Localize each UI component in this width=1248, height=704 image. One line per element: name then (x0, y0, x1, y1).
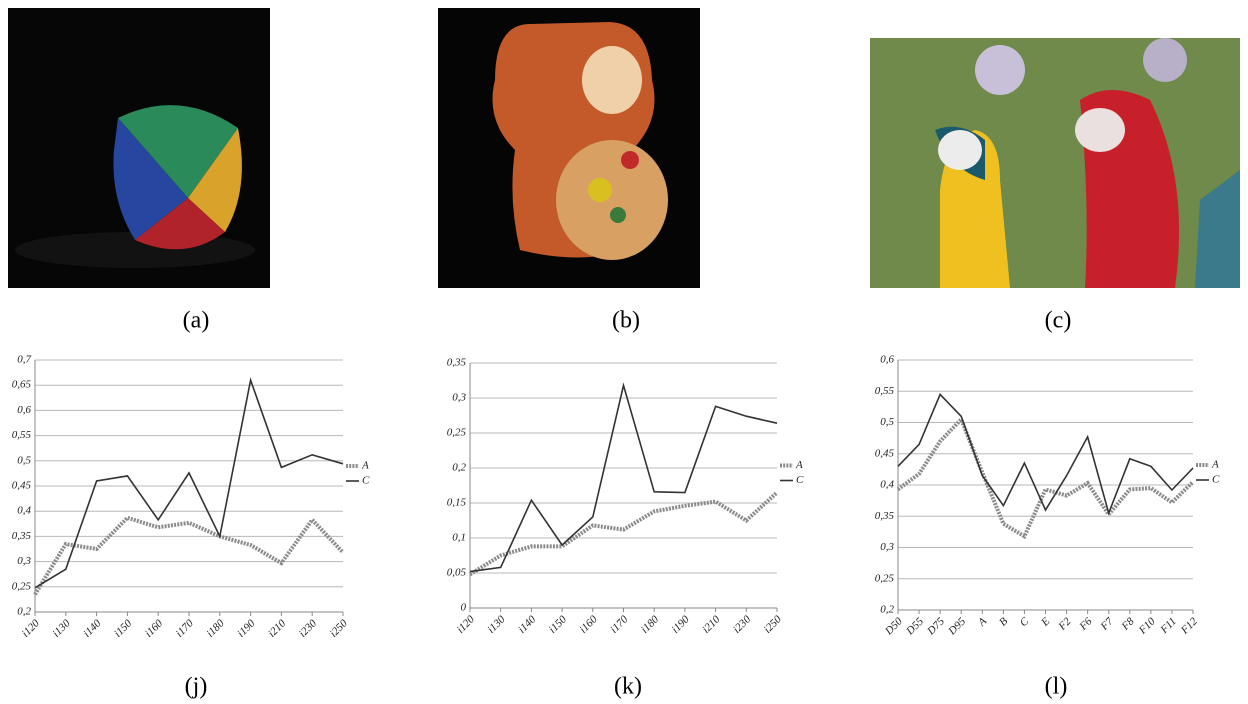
x-tick-label: F2 (1056, 615, 1074, 633)
x-tick-label: B (997, 615, 1010, 628)
x-tick-label: i120 (20, 617, 43, 640)
y-tick-label: 0,55 (12, 429, 32, 441)
x-tick-label: D95 (946, 615, 969, 638)
series-line (468, 491, 779, 577)
legend-label: C (362, 475, 370, 487)
y-tick-label: 0,5 (880, 416, 894, 428)
x-tick-label: C (1018, 615, 1032, 629)
y-tick-label: 0,35 (12, 530, 32, 542)
legend-label: C (1212, 474, 1220, 486)
x-tick-label: i250 (328, 617, 351, 640)
y-tick-label: 0,3 (17, 555, 31, 567)
series-line (469, 382, 778, 573)
x-tick-label: F6 (1077, 615, 1095, 633)
y-tick-label: 0,2 (17, 606, 31, 618)
y-tick-label: 0,1 (452, 532, 466, 544)
x-tick-label: i190 (235, 617, 258, 640)
y-tick-label: 0,5 (17, 454, 31, 466)
y-tick-label: 0,7 (17, 354, 31, 366)
y-tick-label: 0,35 (875, 510, 895, 522)
y-tick-label: 0,3 (452, 392, 466, 404)
chart: 0 0,05 0,1 0,15 0,2 0,25 0,3 0,35 i120 i130 i140 i1… (447, 357, 804, 700)
x-tick-label: E (1038, 615, 1052, 629)
x-tick-label: i150 (112, 617, 135, 640)
x-tick-label: D55 (903, 615, 926, 638)
x-tick-label: i150 (547, 613, 570, 636)
y-tick-label: 0,4 (17, 505, 31, 517)
photo-b (438, 8, 700, 288)
y-tick-label: 0,2 (880, 604, 894, 616)
y-tick-label: 0 (461, 602, 467, 614)
photo-a (8, 8, 270, 288)
x-tick-label: F7 (1098, 615, 1116, 633)
x-tick-label: i160 (577, 613, 600, 636)
x-tick-label: i210 (266, 617, 289, 640)
x-tick-label: i130 (485, 613, 508, 636)
y-tick-label: 0,65 (12, 379, 32, 391)
y-tick-label: 0,6 (880, 354, 894, 366)
legend-label: C (796, 474, 804, 486)
x-tick-label: i230 (731, 613, 754, 636)
x-tick-label: i230 (297, 617, 320, 640)
x-tick-label: i210 (700, 613, 723, 636)
x-tick-label: D75 (924, 615, 947, 638)
caption: (l) (1045, 674, 1068, 700)
y-tick-label: 0,05 (447, 567, 467, 579)
y-tick-label: 0,55 (875, 385, 895, 397)
series-line (896, 415, 1195, 540)
chart: 0,2 0,25 0,3 0,35 0,4 0,45 0,5 0,55 0,6 D50 D55 D75… (875, 354, 1220, 700)
x-tick-label: i250 (762, 613, 785, 636)
y-tick-label: 0,4 (880, 479, 894, 491)
y-tick-label: 0,45 (12, 480, 32, 492)
x-tick-label: i190 (669, 613, 692, 636)
x-tick-label: i130 (50, 617, 73, 640)
y-tick-label: 0,35 (447, 357, 467, 369)
x-tick-label: A (975, 615, 989, 629)
x-tick-label: i170 (174, 617, 197, 640)
photo-c (870, 38, 1240, 288)
caption: (j) (185, 674, 208, 700)
x-tick-label: i140 (81, 617, 104, 640)
series-line (33, 515, 345, 596)
y-tick-label: 0,2 (452, 462, 466, 474)
x-tick-label: F10 (1136, 615, 1158, 637)
legend-label: A (795, 459, 803, 471)
series-line (34, 377, 344, 589)
x-tick-label: F8 (1119, 615, 1137, 633)
caption: (a) (183, 308, 210, 334)
legend-label: A (1211, 459, 1219, 471)
x-tick-label: i180 (639, 613, 662, 636)
series-line (897, 392, 1194, 516)
y-tick-label: 0,25 (12, 580, 32, 592)
x-tick-label: i180 (204, 617, 227, 640)
x-tick-label: F11 (1158, 615, 1179, 636)
caption: (b) (612, 308, 640, 334)
y-tick-label: 0,6 (17, 404, 31, 416)
x-tick-label: i120 (455, 613, 478, 636)
y-tick-label: 0,15 (447, 497, 467, 509)
x-tick-label: i160 (143, 617, 166, 640)
legend-label: A (361, 460, 369, 472)
chart: 0,2 0,25 0,3 0,35 0,4 0,45 0,5 0,55 0,6 0,65 0,7 i1… (12, 354, 370, 700)
y-tick-label: 0,25 (875, 572, 895, 584)
x-tick-label: i170 (608, 613, 631, 636)
caption: (c) (1045, 308, 1072, 334)
caption: (k) (614, 674, 642, 700)
x-tick-label: D50 (882, 615, 905, 638)
x-tick-label: i140 (516, 613, 539, 636)
y-tick-label: 0,25 (447, 427, 467, 439)
y-tick-label: 0,3 (880, 541, 894, 553)
y-tick-label: 0,45 (875, 447, 895, 459)
x-tick-label: F12 (1178, 615, 1200, 637)
